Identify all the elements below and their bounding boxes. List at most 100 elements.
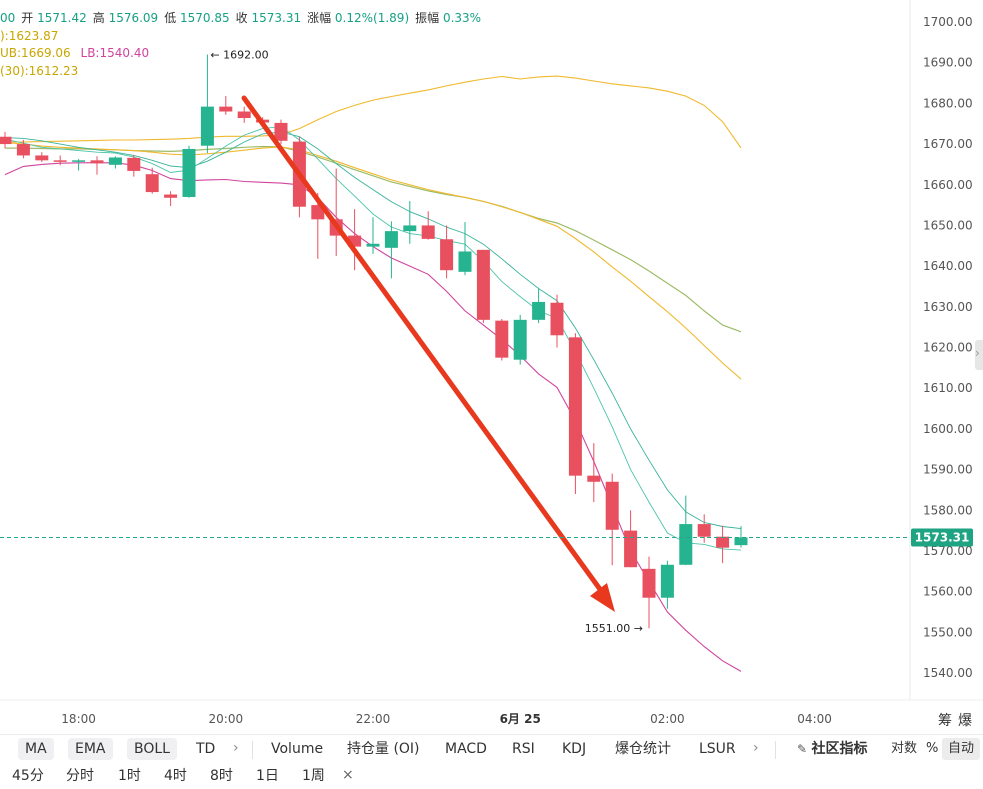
candle-body: [532, 301, 546, 320]
indicator-liquidation-button[interactable]: 爆仓统计: [615, 741, 671, 757]
community-indicator-button[interactable]: ✎ 社区指标: [797, 738, 868, 760]
candle-body: [53, 160, 67, 162]
panel-expand-handle[interactable]: [975, 340, 983, 370]
boll-lb-value: LB:1540.40: [80, 46, 150, 60]
x-tick-label: 04:00: [797, 712, 832, 726]
boll-ub-value: UB:1669.06: [0, 46, 71, 60]
candle-body: [440, 239, 454, 271]
candle-body: [0, 136, 12, 145]
y-tick-label: 1700.00: [923, 15, 973, 29]
candle-body: [200, 106, 214, 146]
interval-1h-button[interactable]: 1时: [118, 768, 141, 784]
candle-body: [311, 205, 325, 220]
x-tick-label: 6月 25: [500, 712, 541, 726]
percent-scale-button[interactable]: %: [926, 741, 939, 756]
interval-1w-button[interactable]: 1周: [302, 768, 325, 784]
candle-body: [164, 194, 178, 198]
trend-arrow: [241, 95, 615, 612]
candle-body: [274, 122, 288, 141]
candle-body: [605, 481, 619, 530]
chevron-right-icon[interactable]: ›: [753, 740, 759, 756]
ohlc-label: 开: [21, 11, 38, 25]
ohlc-value: 1576.09: [108, 11, 159, 25]
candle-body: [513, 319, 527, 360]
ohlc-label: 涨幅: [307, 11, 335, 25]
candle-body: [734, 537, 748, 546]
indicator-oi-button[interactable]: 持仓量 (OI): [347, 741, 420, 757]
ohlc-label: 低: [164, 11, 181, 25]
ma-slow-line: [4, 141, 742, 380]
trend-arrow-shaft: [241, 95, 605, 595]
liquidation-label: 爆: [958, 713, 972, 729]
interval-8h-button[interactable]: 8时: [210, 768, 233, 784]
y-tick-label: 1550.00: [923, 625, 973, 639]
candle-body: [90, 160, 104, 164]
indicator-boll-button[interactable]: BOLL: [127, 738, 177, 760]
auto-scale-button[interactable]: 自动: [942, 738, 981, 760]
chevron-right-icon[interactable]: ›: [233, 740, 239, 756]
indicator-td-button[interactable]: TD: [196, 741, 216, 757]
y-tick-label: 1680.00: [923, 96, 973, 110]
candle-body: [476, 249, 490, 320]
y-tick-label: 1670.00: [923, 137, 973, 151]
y-tick-label: 1650.00: [923, 218, 973, 232]
candle-body: [384, 231, 398, 248]
ohlc-value: 1570.85: [180, 11, 230, 25]
interval-45m-button[interactable]: 45分: [12, 768, 44, 784]
log-scale-button[interactable]: 对数: [891, 741, 918, 756]
close-icon[interactable]: ×: [342, 767, 354, 783]
y-tick-label: 1630.00: [923, 300, 973, 314]
candle-body: [495, 320, 509, 358]
indicator-ema-button[interactable]: EMA: [68, 738, 113, 760]
last-price-tag: [911, 528, 973, 547]
candle-body: [642, 568, 656, 598]
ohlc-label: 振幅: [415, 11, 443, 25]
y-tick-label: 1640.00: [923, 259, 973, 273]
candle-body: [568, 337, 582, 476]
last-price-label: 1573.31: [915, 530, 970, 544]
indicator-rsi-button[interactable]: RSI: [512, 741, 535, 757]
candle-body: [679, 524, 693, 565]
candle-body: [35, 155, 49, 161]
candle-body: [16, 144, 30, 156]
ohlc-label: 收: [235, 11, 252, 25]
candle-body: [587, 475, 601, 482]
y-tick-label: 1620.00: [923, 341, 973, 355]
y-tick-label: 1690.00: [923, 56, 973, 70]
y-tick-label: 1570.00: [923, 544, 973, 558]
y-tick-label: 1660.00: [923, 178, 973, 192]
ohlc-value: 0.12%(1.89): [334, 11, 410, 25]
candle-body: [550, 302, 564, 336]
ohlc-value: 0.33%: [442, 11, 482, 25]
candle-body: [660, 564, 674, 598]
indicator-ma-button[interactable]: MA: [18, 738, 54, 760]
trend-arrow-head: [590, 583, 615, 612]
candle-body: [72, 160, 86, 162]
indicator-volume-button[interactable]: Volume: [271, 741, 324, 757]
indicator-lsur-button[interactable]: LSUR: [699, 741, 736, 757]
x-tick-label: 20:00: [209, 712, 244, 726]
interval-timeline-button[interactable]: 分时: [66, 768, 94, 784]
interval-1d-button[interactable]: 1日: [256, 768, 279, 784]
candle-body: [182, 148, 196, 197]
candle-body: [366, 243, 380, 247]
y-tick-label: 1590.00: [923, 463, 973, 477]
price-annotation: ← 1692.00: [210, 49, 268, 62]
candlestick-chart[interactable]: 1700.00 1690.00 1680.00 1670.00 1660.00 1650.…: [0, 0, 983, 734]
ma-fast2-line: [4, 131, 742, 530]
x-tick-label: 02:00: [650, 712, 685, 726]
candle-body: [145, 174, 159, 193]
ohlc-value: 00: [0, 11, 16, 25]
ohlc-label: 高: [92, 11, 109, 25]
indicator-macd-button[interactable]: MACD: [445, 741, 487, 757]
interval-4h-button[interactable]: 4时: [164, 768, 187, 784]
community-indicator-label: 社区指标: [811, 741, 868, 757]
edit-icon: ✎: [797, 742, 808, 756]
boll-upper-line: [5, 75, 742, 149]
interval-toolbar: 45分 分时 1时 4时 8时 1日 1周 ×: [0, 764, 983, 789]
indicator-kdj-button[interactable]: KDJ: [562, 741, 587, 757]
ohlc-value: 1571.42: [37, 11, 87, 25]
price-axis: 1700.00 1690.00 1680.00 1670.00 1660.00 1650.…: [0, 0, 983, 729]
boll-mid-value: ):1623.87: [0, 29, 59, 43]
toolbar-divider: [775, 741, 776, 759]
